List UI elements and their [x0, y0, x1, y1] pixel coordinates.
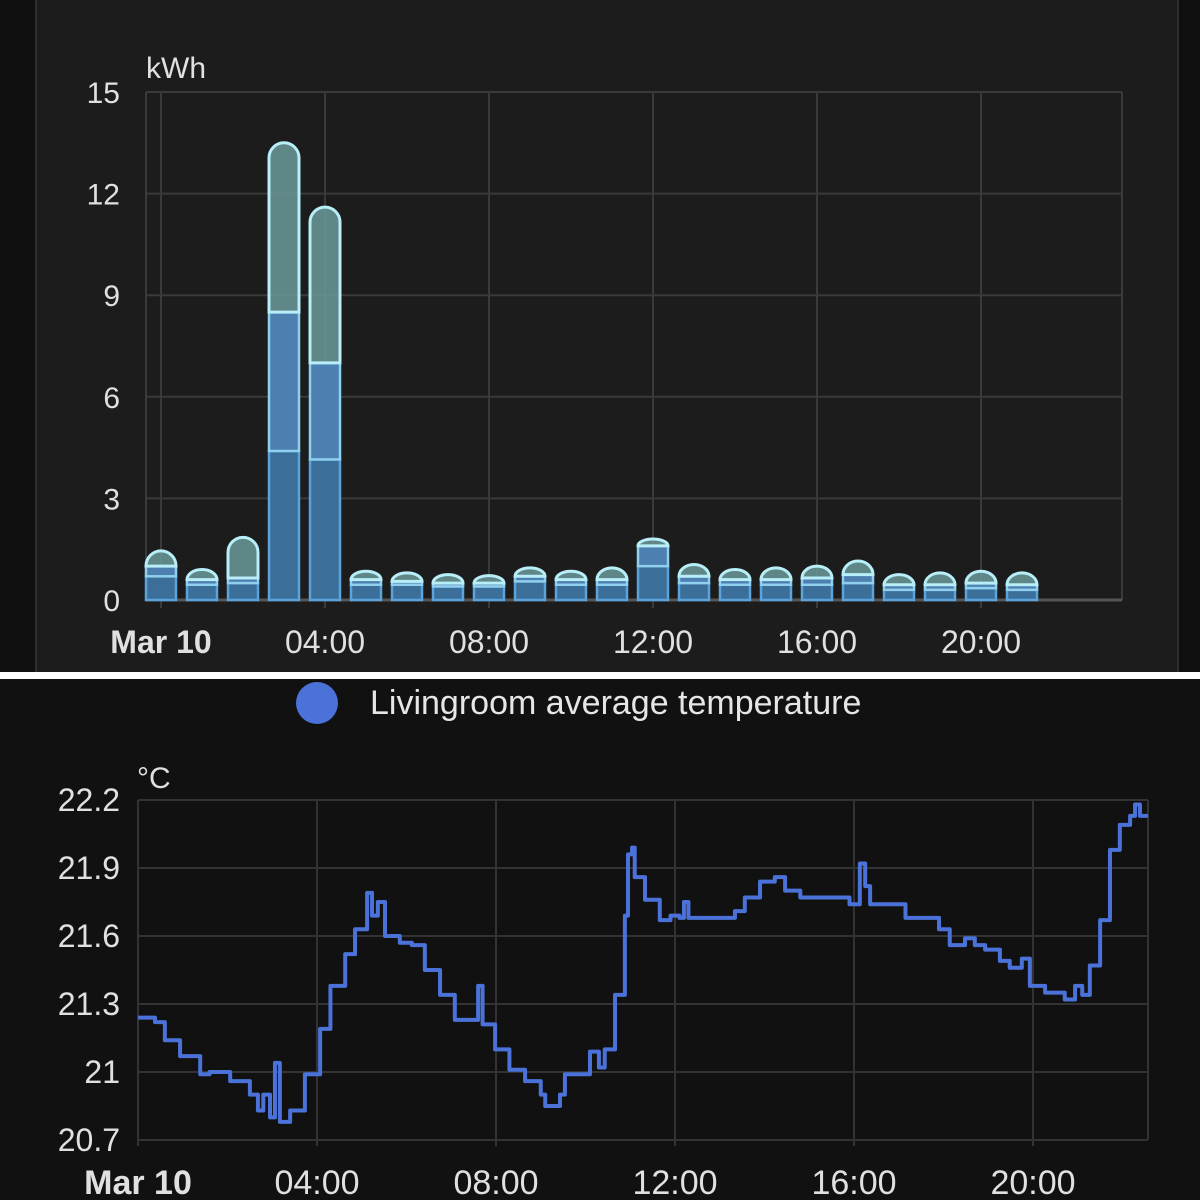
legend-color-dot	[296, 682, 338, 724]
bar-segment	[677, 563, 711, 578]
x-tick-label: 16:00	[777, 624, 857, 660]
bar-segment	[636, 564, 670, 602]
y-tick-label: 21.9	[58, 850, 120, 886]
y-tick-label: 6	[103, 382, 120, 415]
bar-segment	[636, 537, 670, 548]
bar-segment	[1005, 571, 1039, 587]
legend-label: Livingroom average temperature	[370, 683, 862, 722]
bar-segment	[800, 564, 834, 580]
bar-segment	[431, 573, 465, 585]
temperature-series-line	[138, 802, 1149, 1124]
bar-segment	[308, 458, 342, 602]
x-tick-label: 08:00	[453, 1164, 538, 1200]
energy-card	[35, 0, 1179, 672]
bar-segment	[923, 571, 957, 587]
bar-segment	[554, 569, 588, 582]
energy-card-background	[35, 0, 1179, 672]
bar-segment	[841, 559, 875, 577]
y-axis-unit-label: kWh	[146, 52, 206, 85]
y-tick-label: 15	[87, 77, 120, 110]
bar-segment	[472, 574, 506, 585]
y-tick-label: 22.2	[58, 782, 120, 818]
bar-segment	[349, 569, 383, 582]
x-tick-label: 12:00	[613, 624, 693, 660]
x-tick-label: 08:00	[449, 624, 529, 660]
bar-segment	[308, 205, 342, 365]
chart-legend[interactable]: Livingroom average temperature	[296, 682, 861, 724]
y-tick-label: 21	[84, 1054, 120, 1090]
x-tick-label: Mar 10	[84, 1164, 192, 1200]
bar-segment	[595, 566, 629, 582]
y-tick-label: 3	[103, 483, 120, 516]
x-tick-label: 20:00	[941, 624, 1021, 660]
x-tick-label: 20:00	[990, 1164, 1075, 1200]
y-tick-label: 20.7	[58, 1122, 120, 1158]
x-tick-label: 12:00	[632, 1164, 717, 1200]
bar-segment	[964, 569, 998, 585]
y-tick-label: 12	[87, 179, 120, 212]
bar-segment	[759, 566, 793, 582]
bar-segment	[390, 571, 424, 583]
bar-segment	[226, 535, 260, 580]
y-tick-label: 9	[103, 280, 120, 313]
bar-segment	[513, 566, 547, 578]
y-axis-unit-label: °C	[137, 762, 171, 795]
bar-segment	[718, 568, 752, 582]
temperature-card	[0, 679, 1200, 1200]
divider	[0, 672, 1200, 679]
y-tick-label: 21.3	[58, 986, 120, 1022]
energy-bar-chart: kWh 0 3 6 9 12 15 Mar 10 04:00 08:00 12:00 16:00 20…	[87, 52, 1123, 660]
bar-segment	[267, 141, 301, 314]
x-tick-label: 04:00	[285, 624, 365, 660]
bar-segment	[308, 361, 342, 461]
x-tick-label: 16:00	[811, 1164, 896, 1200]
bar-segment	[144, 549, 178, 568]
bar-segment	[267, 449, 301, 602]
y-tick-label: 21.6	[58, 918, 120, 954]
bar-segment	[185, 568, 219, 582]
x-tick-label: Mar 10	[110, 624, 211, 660]
bar-segment	[882, 573, 916, 587]
y-tick-label: 0	[103, 585, 120, 618]
x-tick-label: 04:00	[274, 1164, 359, 1200]
